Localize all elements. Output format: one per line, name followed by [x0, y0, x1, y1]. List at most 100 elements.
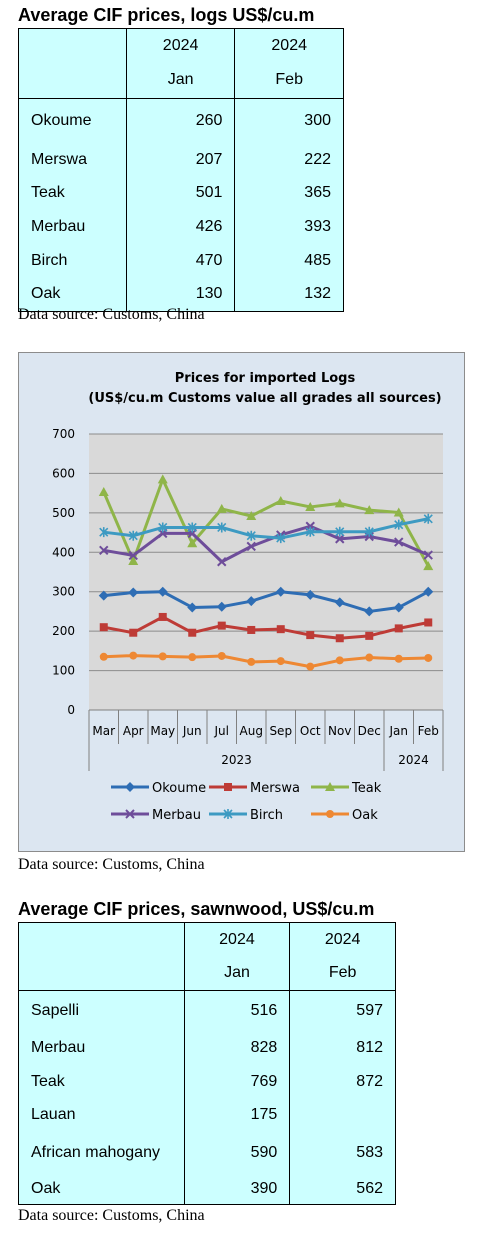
- row-value-feb: 583: [289, 1131, 396, 1175]
- y-tick-label: 100: [52, 664, 75, 678]
- data-point: [424, 618, 433, 627]
- x-tick-label: Sep: [269, 724, 292, 738]
- table-row: Merbau 426 393: [18, 209, 344, 244]
- data-point: [223, 809, 233, 819]
- row-value-feb: 812: [289, 1030, 396, 1065]
- header-year-feb: 2024: [234, 28, 344, 63]
- data-point: [365, 631, 374, 640]
- data-point: [188, 653, 197, 662]
- legend-label: Merswa: [250, 781, 300, 796]
- table-row: Merswa 207 222: [18, 142, 344, 177]
- x-tick-label: Jan: [389, 724, 409, 738]
- row-value-jan: 590: [183, 1131, 291, 1175]
- data-point: [188, 628, 197, 637]
- data-point: [99, 623, 108, 632]
- data-point: [394, 537, 404, 547]
- x-tick-label: Jun: [182, 724, 202, 738]
- data-point: [423, 561, 434, 571]
- data-point: [246, 511, 257, 521]
- row-value-jan: 769: [183, 1064, 291, 1099]
- data-point: [157, 474, 168, 484]
- row-value-jan: 501: [125, 176, 236, 210]
- row-value-feb: 872: [289, 1064, 396, 1099]
- table-row: Birch 470 485: [18, 243, 344, 278]
- data-point: [99, 652, 108, 661]
- row-value-feb: 562: [289, 1174, 396, 1205]
- row-name: Oak: [18, 277, 127, 312]
- sawnwood-price-table: 2024 2024 Jan Feb Sapelli 516 597 Merbau 828…: [18, 922, 396, 1205]
- logs-price-chart: Prices for imported Logs (US$/cu.m Custo…: [18, 352, 465, 852]
- row-value-jan: 516: [183, 990, 291, 1031]
- logs-price-table: 2024 2024 Jan Feb Okoume 260 300 Merswa 207 2…: [18, 28, 344, 312]
- series-line-birch: [103, 517, 429, 540]
- legend-label: Merbau: [152, 808, 201, 823]
- x-tick-label: Aug: [240, 724, 263, 738]
- data-point: [364, 606, 375, 617]
- row-name: Birch: [18, 243, 127, 278]
- table-row: Oak 130 132: [18, 277, 344, 312]
- y-tick-label: 400: [52, 545, 75, 559]
- row-value-feb: 132: [234, 277, 344, 312]
- header-month-feb: Feb: [289, 956, 396, 991]
- data-point: [187, 538, 198, 548]
- x-tick-label: Oct: [300, 724, 321, 738]
- series-line-merbau: [103, 524, 429, 564]
- data-point: [98, 590, 109, 601]
- data-point: [216, 601, 227, 612]
- data-point: [217, 621, 226, 630]
- header-month-feb: Feb: [234, 62, 344, 99]
- series-line-teak: [102, 477, 430, 567]
- data-point: [246, 541, 256, 552]
- header-year-feb: 2024: [289, 922, 396, 957]
- data-point: [393, 507, 404, 517]
- data-point: [128, 587, 139, 598]
- data-point: [129, 651, 138, 660]
- row-name: Lauan: [18, 1098, 185, 1132]
- data-point: [335, 526, 345, 537]
- legend-label: Okoume: [152, 781, 206, 796]
- data-point: [325, 782, 335, 791]
- data-point: [305, 526, 315, 537]
- x-tick-label: Nov: [328, 724, 351, 738]
- row-value-jan: 260: [125, 98, 236, 143]
- row-value-feb: 365: [234, 176, 344, 210]
- chart-subtitle: (US$/cu.m Customs value all grades all s…: [88, 391, 441, 406]
- row-name: Merbau: [18, 209, 127, 244]
- x-tick-label: Dec: [358, 724, 381, 738]
- data-point: [305, 589, 316, 600]
- data-point: [217, 522, 227, 533]
- data-point: [99, 545, 109, 556]
- data-point: [326, 810, 334, 818]
- row-value-jan: 470: [125, 243, 236, 278]
- data-point: [247, 625, 256, 634]
- row-value-feb: [289, 1098, 396, 1132]
- sawn-data-source: Data source: Customs, China: [18, 1207, 205, 1224]
- data-point: [306, 631, 315, 640]
- series-line-oak: [103, 654, 429, 669]
- header-corner-lower: [18, 62, 127, 99]
- y-tick-label: 600: [52, 466, 75, 480]
- table-row: Oak 390 562: [18, 1174, 396, 1205]
- header-month-jan: Jan: [125, 62, 236, 99]
- row-name: Okoume: [18, 98, 127, 143]
- data-point: [423, 586, 434, 597]
- x-tick-label: Feb: [418, 724, 439, 738]
- header-year-jan: 2024: [183, 922, 291, 957]
- data-point: [424, 653, 433, 662]
- y-tick-label: 700: [52, 427, 75, 441]
- row-value-feb: 393: [234, 209, 344, 244]
- data-point: [216, 503, 227, 513]
- header-corner: [18, 922, 185, 957]
- data-point: [394, 519, 404, 530]
- table-row: Teak 501 365: [18, 176, 344, 210]
- logs-table-title: Average CIF prices, logs US$/cu.m: [18, 5, 315, 25]
- row-name: Merbau: [18, 1030, 185, 1065]
- data-point: [276, 657, 285, 666]
- chart-data-source: Data source: Customs, China: [18, 856, 205, 873]
- row-name: Sapelli: [18, 990, 185, 1031]
- y-tick-label: 500: [52, 506, 75, 520]
- data-point: [365, 653, 374, 662]
- data-point: [128, 530, 138, 541]
- y-tick-label: 300: [52, 585, 75, 599]
- legend-label: Birch: [250, 808, 283, 823]
